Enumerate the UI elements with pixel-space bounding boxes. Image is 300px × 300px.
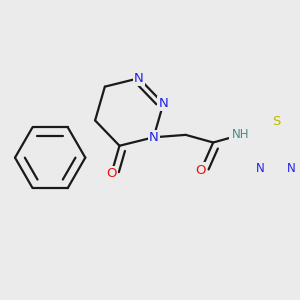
Text: N: N xyxy=(134,72,144,85)
Text: N: N xyxy=(158,97,168,110)
Text: O: O xyxy=(106,167,117,180)
Text: N: N xyxy=(287,162,296,175)
Text: O: O xyxy=(196,164,206,176)
Text: NH: NH xyxy=(232,128,249,141)
Text: S: S xyxy=(272,115,280,128)
Text: N: N xyxy=(149,131,158,144)
Text: N: N xyxy=(256,162,265,175)
